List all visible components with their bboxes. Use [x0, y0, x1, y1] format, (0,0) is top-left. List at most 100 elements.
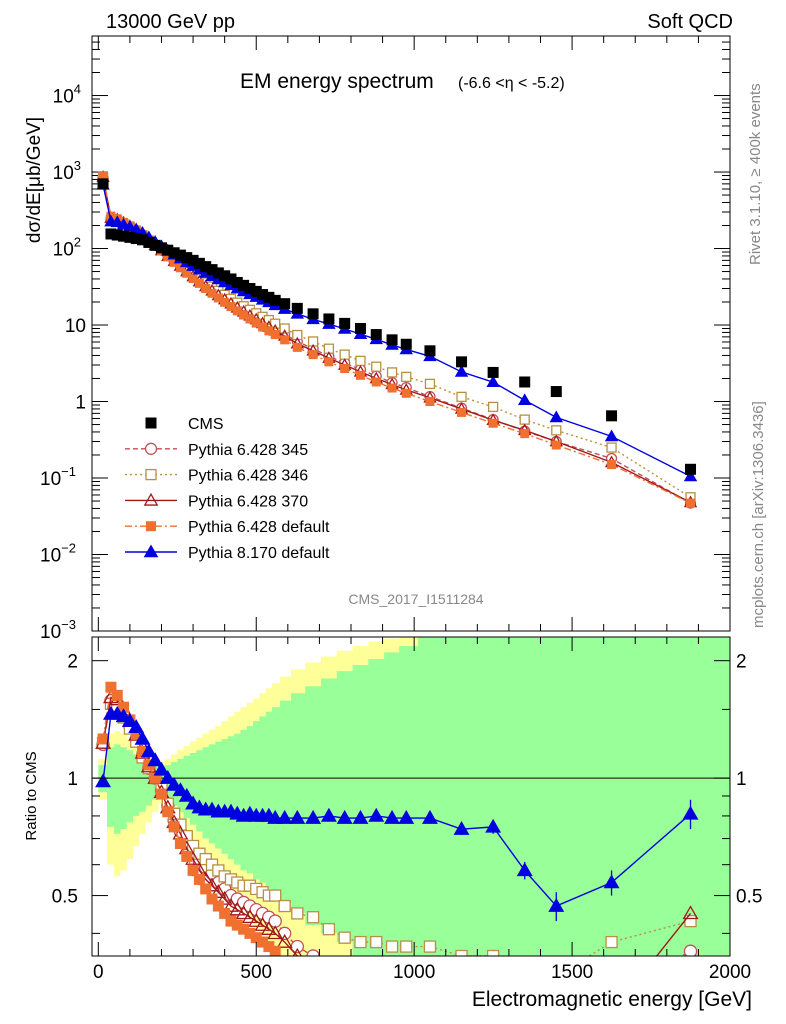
ratio-point-pythia-6-428-345 [370, 982, 382, 994]
point-pythia-6-428-default [280, 335, 290, 345]
y-tick-label: 1 [75, 393, 86, 414]
ratio-point-pythia-6-428-default [269, 945, 281, 956]
ratio-point-pythia-8-170-default [336, 809, 353, 824]
ratio-point-pythia-6-428-345 [487, 1014, 499, 1024]
ratio-point-pythia-6-428-370 [399, 1006, 413, 1018]
cms-data-point [244, 283, 256, 295]
point-pythia-6-428-default [520, 429, 530, 439]
point-pythia-6-428-default [258, 322, 268, 332]
cms-data-point [257, 289, 269, 301]
point-pythia-6-428-346 [355, 355, 366, 367]
ratio-point-pythia-6-428-346 [370, 935, 383, 949]
ratio-point-pythia-6-428-370 [276, 933, 293, 948]
point-pythia-6-428-default [182, 268, 192, 278]
cms-data-point [124, 231, 136, 243]
cms-data-point [105, 228, 117, 240]
process-label: Soft QCD [647, 11, 733, 33]
ratio-point-pythia-6-428-default [292, 971, 303, 982]
ratio-point-pythia-6-428-346 [278, 899, 291, 913]
ratio-point-pythia-6-428-370 [385, 1000, 399, 1012]
point-pythia-6-428-default [401, 388, 411, 398]
ratio-point-pythia-8-170-default [516, 862, 533, 877]
point-pythia-6-428-default [551, 440, 561, 450]
ratio-point-pythia-8-170-default [178, 787, 195, 802]
ratio-point-pythia-6-428-default [118, 701, 130, 713]
point-pythia-6-428-default [308, 350, 318, 360]
ratio-tick-label-right: 1 [736, 769, 747, 790]
x-axis: 0 500 1000 1500 2000 [93, 36, 751, 983]
y-tick-base: 10 [40, 546, 61, 567]
cms-data-point [206, 264, 218, 276]
ratio-point-pythia-6-428-default [355, 1014, 366, 1024]
ratio-point-pythia-6-428-default [212, 900, 224, 912]
ratio-point-pythia-6-428-370 [267, 925, 284, 940]
cms-data-point [111, 229, 123, 241]
point-pythia-6-428-346 [519, 414, 530, 425]
ratio-point-pythia-6-428-default [685, 960, 696, 971]
ratio-point-pythia-6-428-370 [306, 959, 320, 971]
y-tick-exponent: −2 [61, 541, 76, 556]
legend-label: Pythia 6.428 345 [188, 442, 308, 459]
ratio-point-pythia-6-428-346 [400, 940, 413, 953]
ratio-point-pythia-6-428-default [279, 955, 291, 956]
ratio-point-pythia-6-428-default [111, 689, 123, 701]
legend: CMS Pythia 6.428 345 Pythia 6.428 346 Pythi… [125, 416, 330, 562]
point-pythia-6-428-default [169, 257, 179, 267]
y-tick-exponent: −3 [61, 617, 76, 632]
ratio-point-pythia-6-428-345 [323, 960, 335, 972]
y-tick-base: 10 [53, 163, 74, 184]
ratio-point-pythia-6-428-default [137, 746, 149, 758]
cms-data-point [606, 410, 618, 422]
legend-label: Pythia 6.428 346 [188, 468, 308, 485]
cms-data-point [424, 345, 436, 357]
ratio-point-pythia-6-428-default [206, 893, 218, 905]
cms-data-point [386, 334, 398, 346]
rivet-label: Rivet 3.1.10, ≥ 400k events [747, 83, 764, 265]
cms-data-point [487, 366, 499, 378]
ratio-point-pythia-6-428-370 [455, 1013, 469, 1024]
point-pythia-6-428-346 [487, 401, 499, 413]
ratio-point-pythia-8-170-default [121, 712, 138, 727]
ratio-point-pythia-6-428-default [238, 923, 250, 935]
point-pythia-6-428-346 [279, 323, 290, 334]
ratio-point-pythia-6-428-default [130, 728, 142, 740]
y-tick-base: 10 [65, 316, 86, 337]
ratio-point-pythia-6-428-346 [605, 935, 618, 949]
ratio-point-pythia-6-428-346 [385, 940, 399, 953]
ratio-point-pythia-6-428-default [339, 1001, 350, 1012]
ratio-point-pythia-8-170-default [276, 809, 293, 824]
ratio-point-pythia-6-428-346 [269, 889, 282, 902]
x-tick-label: 0 [93, 962, 104, 983]
point-pythia-6-428-346 [424, 378, 436, 390]
ratio-point-pythia-6-428-default [263, 941, 275, 953]
cms-data-point [339, 317, 351, 329]
y-tick-base: 10 [53, 240, 74, 261]
cms-data-point [307, 308, 319, 320]
ratio-point-pythia-6-428-370 [423, 1013, 437, 1024]
ratio-point-pythia-6-428-345 [400, 994, 412, 1006]
point-pythia-6-428-default [98, 171, 108, 181]
point-pythia-6-428-default [607, 460, 617, 470]
ratio-point-pythia-6-428-345 [455, 1007, 467, 1019]
ratio-y-axis-label: Ratio to CMS [23, 751, 40, 840]
ratio-point-pythia-6-428-default [323, 988, 334, 999]
y-tick-base: 10 [53, 87, 74, 108]
point-pythia-8-170-default [549, 410, 563, 423]
ratio-point-pythia-6-428-default [257, 936, 269, 948]
ratio-point-pythia-6-428-346 [338, 931, 351, 944]
x-tick-label: 2000 [709, 962, 751, 983]
ratio-point-pythia-6-428-370 [682, 905, 699, 920]
cms-data-point [187, 254, 199, 266]
point-pythia-6-428-default [340, 364, 350, 374]
ratio-point-pythia-6-428-default [162, 806, 174, 818]
y-tick-base: 1 [75, 393, 86, 414]
ratio-point-pythia-6-428-default [181, 850, 193, 862]
point-pythia-8-170-default [454, 364, 469, 377]
ratio-point-pythia-6-428-370 [354, 993, 368, 1005]
x-tick-label: 500 [240, 962, 272, 983]
point-pythia-6-428-default [213, 293, 223, 303]
ratio-point-pythia-8-170-default [134, 730, 151, 745]
ratio-point-pythia-6-428-default [168, 821, 180, 833]
